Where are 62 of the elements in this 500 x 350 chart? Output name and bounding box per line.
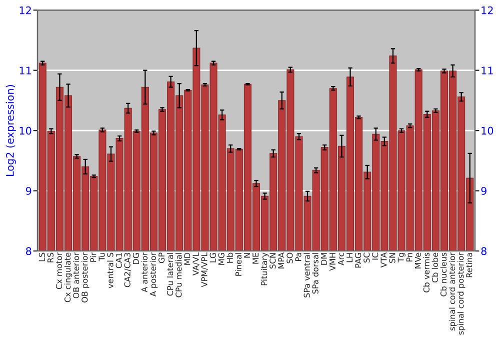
x-tick-label: IC	[372, 252, 378, 260]
x-tick-label: SC	[364, 252, 370, 263]
x-tick-label: DG	[132, 253, 139, 264]
y-tick-label: 9	[26, 186, 32, 195]
x-tick-label: Arc	[338, 252, 344, 266]
x-tick-label: GP	[158, 252, 165, 263]
x-tick-label: ME	[252, 252, 258, 264]
x-tick-label: VA/VL	[192, 252, 200, 276]
y2-tick-label: 9	[481, 186, 486, 195]
x-tick-label: Cx cingulate	[64, 252, 72, 302]
x-tick-label: OB anterior	[72, 252, 80, 298]
y2-tick-label: 8	[481, 247, 486, 256]
x-tick-label: Pn	[406, 253, 412, 262]
x-tick-label: SPa ventral	[304, 253, 310, 298]
y2-tick-label: 12	[482, 6, 493, 14]
x-tick-label: Cx motor	[56, 252, 62, 290]
x-tick-label: LG	[210, 253, 216, 262]
y2-tick-label: 10	[482, 126, 494, 135]
x-tick-label: Pa	[295, 253, 302, 261]
x-tick-label: spinal cord posterior	[457, 252, 466, 335]
y-axis-title: Log2 (expression)	[6, 85, 16, 176]
x-tick-label: CPu lateral	[166, 253, 174, 296]
x-tick-label: SO	[286, 252, 293, 264]
x-tick-label: MVe	[414, 252, 421, 268]
x-tick-label: MG	[218, 253, 224, 265]
x-tick-label: Cb nucleus	[440, 252, 447, 296]
x-tick-label: CA1	[116, 253, 122, 268]
x-tick-label: DM	[320, 253, 327, 265]
y-tick-label: 8	[26, 247, 32, 256]
x-tick-label: Pir	[90, 252, 96, 262]
x-tick-label: LH	[346, 253, 352, 262]
x-tick-label: SPa dorsal	[312, 253, 318, 294]
x-tick-label: Cb vermis	[423, 252, 430, 292]
y-tick-label: 10	[20, 126, 32, 135]
x-tick-label: VTA	[380, 252, 387, 268]
x-tick-label: N	[244, 253, 250, 258]
x-tick-label: SCN	[270, 253, 276, 269]
x-tick-label: Pituitary	[260, 252, 269, 286]
x-tick-label: VMH	[330, 253, 336, 271]
x-tick-label: Tu	[98, 253, 105, 262]
x-tick-label: A posterior	[150, 252, 158, 296]
x-tick-label: OB posterior	[81, 252, 90, 302]
x-tick-label: A anterior	[141, 252, 148, 292]
x-tick-label: Retina	[466, 253, 472, 278]
x-tick-label: Pineal	[235, 253, 242, 276]
y-tick-label: 12	[20, 6, 31, 14]
x-tick-label: PAG	[355, 253, 362, 268]
y2-tick-label: 11	[482, 66, 493, 74]
x-tick-label: MD	[184, 252, 190, 265]
x-tick-label: Hb	[226, 252, 233, 263]
x-tick-label: LS	[38, 252, 45, 262]
x-tick-label: RS	[47, 252, 54, 262]
x-tick-label: Tg	[398, 253, 406, 262]
x-tick-label: Cb lobe	[432, 252, 438, 282]
x-tick-label: CA2/CA3	[124, 252, 132, 288]
y-tick-label: 11	[20, 66, 31, 74]
x-tick-label: spinal cord anterior	[448, 252, 457, 330]
x-tick-label: VPM/VPL	[201, 252, 208, 288]
x-tick-label: MPA	[278, 252, 284, 268]
x-tick-label: ventral S	[107, 252, 114, 288]
x-tick-label: CPu medial	[175, 253, 182, 298]
x-tick-label: SN	[389, 253, 396, 263]
